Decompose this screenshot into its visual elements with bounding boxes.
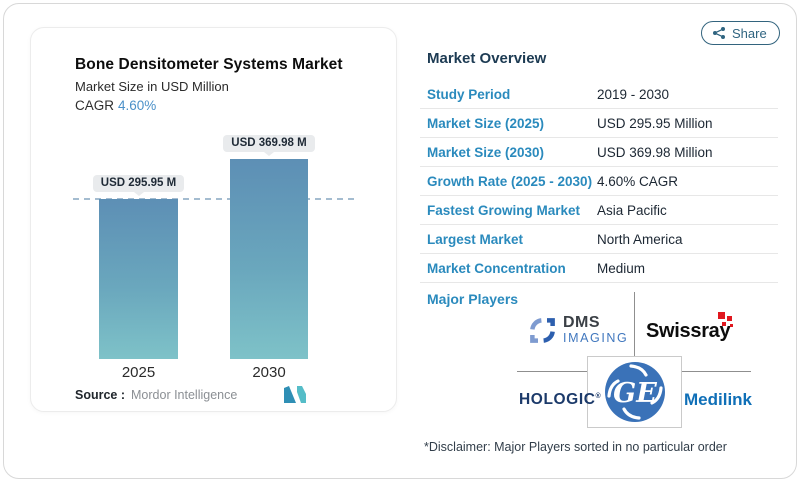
swissray-logo: Swissray — [646, 312, 733, 343]
bar-value-badge-2025: USD 295.95 M — [92, 175, 185, 192]
chart-card: Bone Densitometer Systems Market Market … — [30, 27, 397, 412]
row-value: USD 295.95 Million — [597, 115, 713, 131]
row-label: Fastest Growing Market — [427, 202, 581, 218]
row-value: 2019 - 2030 — [597, 86, 670, 102]
cagr-label: CAGR — [75, 98, 115, 113]
swissray-wordmark: Swissray — [646, 320, 731, 342]
dms-wordmark: DMS — [563, 314, 601, 331]
dms-brackets-icon — [529, 317, 556, 344]
row-value: 4.60% CAGR — [597, 173, 679, 189]
ge-monogram: GE — [613, 378, 657, 409]
chart-cagr: CAGR 4.60% — [75, 98, 156, 113]
source-row: Source : Mordor Intelligence — [75, 388, 237, 402]
dms-imaging-logo: DMS IMAGING — [529, 315, 628, 345]
overview-heading: Market Overview — [427, 50, 547, 67]
table-row: Largest Market North America — [420, 225, 778, 254]
bar-group-2025: USD 295.95 M — [92, 175, 185, 359]
share-icon — [712, 26, 726, 40]
bar-2030 — [230, 159, 308, 359]
row-value: Medium — [597, 260, 646, 276]
row-label: Market Size (2030) — [427, 144, 545, 160]
players-grid-horizontal-divider-right — [682, 371, 751, 372]
table-row: Growth Rate (2025 - 2030) 4.60% CAGR — [420, 167, 778, 196]
reference-dashline — [73, 198, 355, 200]
bar-2025 — [99, 199, 178, 359]
major-players-label: Major Players — [427, 291, 519, 307]
ge-logo-icon: GE — [604, 361, 666, 423]
row-label: Study Period — [427, 86, 511, 102]
swissray-pixel-icon — [718, 312, 738, 330]
x-axis-label-2025: 2025 — [121, 364, 156, 381]
dms-imaging-wordmark: IMAGING — [563, 331, 629, 345]
bar-value-badge-2030: USD 369.98 M — [223, 135, 315, 152]
row-label: Growth Rate (2025 - 2030) — [427, 173, 593, 189]
hologic-wordmark: HOLOGIC — [519, 391, 596, 408]
hologic-registered-mark: ® — [595, 392, 602, 400]
table-row: Market Concentration Medium — [420, 254, 778, 283]
players-grid-vertical-divider — [634, 292, 635, 356]
table-row: Fastest Growing Market Asia Pacific — [420, 196, 778, 225]
source-value: Mordor Intelligence — [131, 388, 238, 402]
ge-logo-box: GE — [587, 356, 682, 428]
chart-title: Bone Densitometer Systems Market — [75, 56, 343, 73]
chart-subtitle: Market Size in USD Million — [75, 79, 229, 94]
table-row: Market Size (2025) USD 295.95 Million — [420, 109, 778, 138]
source-label: Source : — [75, 388, 126, 402]
table-row: Study Period 2019 - 2030 — [420, 80, 778, 109]
row-value: North America — [597, 231, 683, 247]
share-button-label: Share — [732, 25, 767, 41]
overview-table: Study Period 2019 - 2030 Market Size (20… — [420, 80, 778, 283]
medilink-wordmark: Medilink — [684, 390, 753, 409]
cagr-value: 4.60% — [118, 98, 157, 113]
players-disclaimer: *Disclaimer: Major Players sorted in no … — [424, 440, 727, 454]
bar-group-2030: USD 369.98 M — [223, 135, 315, 359]
players-grid-horizontal-divider-left — [517, 371, 587, 372]
mordor-intelligence-logo-icon — [284, 386, 310, 408]
medilink-logo: Medilink — [684, 390, 752, 410]
table-row: Market Size (2030) USD 369.98 Million — [420, 138, 778, 167]
row-label: Largest Market — [427, 231, 524, 247]
row-value: Asia Pacific — [597, 202, 667, 218]
hologic-logo: HOLOGIC® — [519, 391, 601, 409]
row-value: USD 369.98 Million — [597, 144, 713, 160]
row-label: Market Concentration — [427, 260, 566, 276]
x-axis-label-2030: 2030 — [252, 364, 286, 381]
row-label: Market Size (2025) — [427, 115, 545, 131]
share-button[interactable]: Share — [701, 21, 780, 45]
